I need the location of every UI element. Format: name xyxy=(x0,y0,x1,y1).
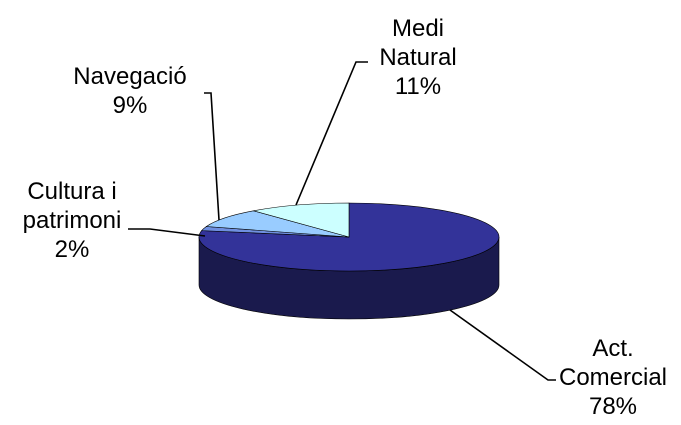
leader-line-act-comercial xyxy=(449,309,556,381)
leader-lines xyxy=(128,61,556,381)
slice-value-navegacio: 9% xyxy=(113,92,148,119)
pie-tops xyxy=(198,202,500,272)
slice-value-act-comercial: 78% xyxy=(589,393,637,420)
slice-value-medi-natural: 11% xyxy=(395,73,441,100)
leader-line-medi-natural xyxy=(295,61,368,206)
slice-label-medi-natural: Medi xyxy=(392,15,444,42)
pie-slice-medi-natural xyxy=(253,202,350,238)
slice-label-medi-natural: Natural xyxy=(379,44,456,71)
pie-slice-act-comercial xyxy=(198,202,500,272)
leader-line-cultura-i-patrimoni xyxy=(128,228,206,237)
slice-label-act-comercial: Comercial xyxy=(559,364,667,391)
slice-value-cultura-i-patrimoni: 2% xyxy=(55,236,90,263)
slice-label-cultura-i-patrimoni: Cultura i xyxy=(27,178,116,205)
slice-label-cultura-i-patrimoni: patrimoni xyxy=(23,207,122,234)
leader-line-navegacio xyxy=(204,92,220,221)
slice-label-act-comercial: Act. xyxy=(592,335,633,362)
pie-slice-navegacio xyxy=(205,210,350,238)
slice-label-navegacio: Navegació xyxy=(73,63,186,90)
